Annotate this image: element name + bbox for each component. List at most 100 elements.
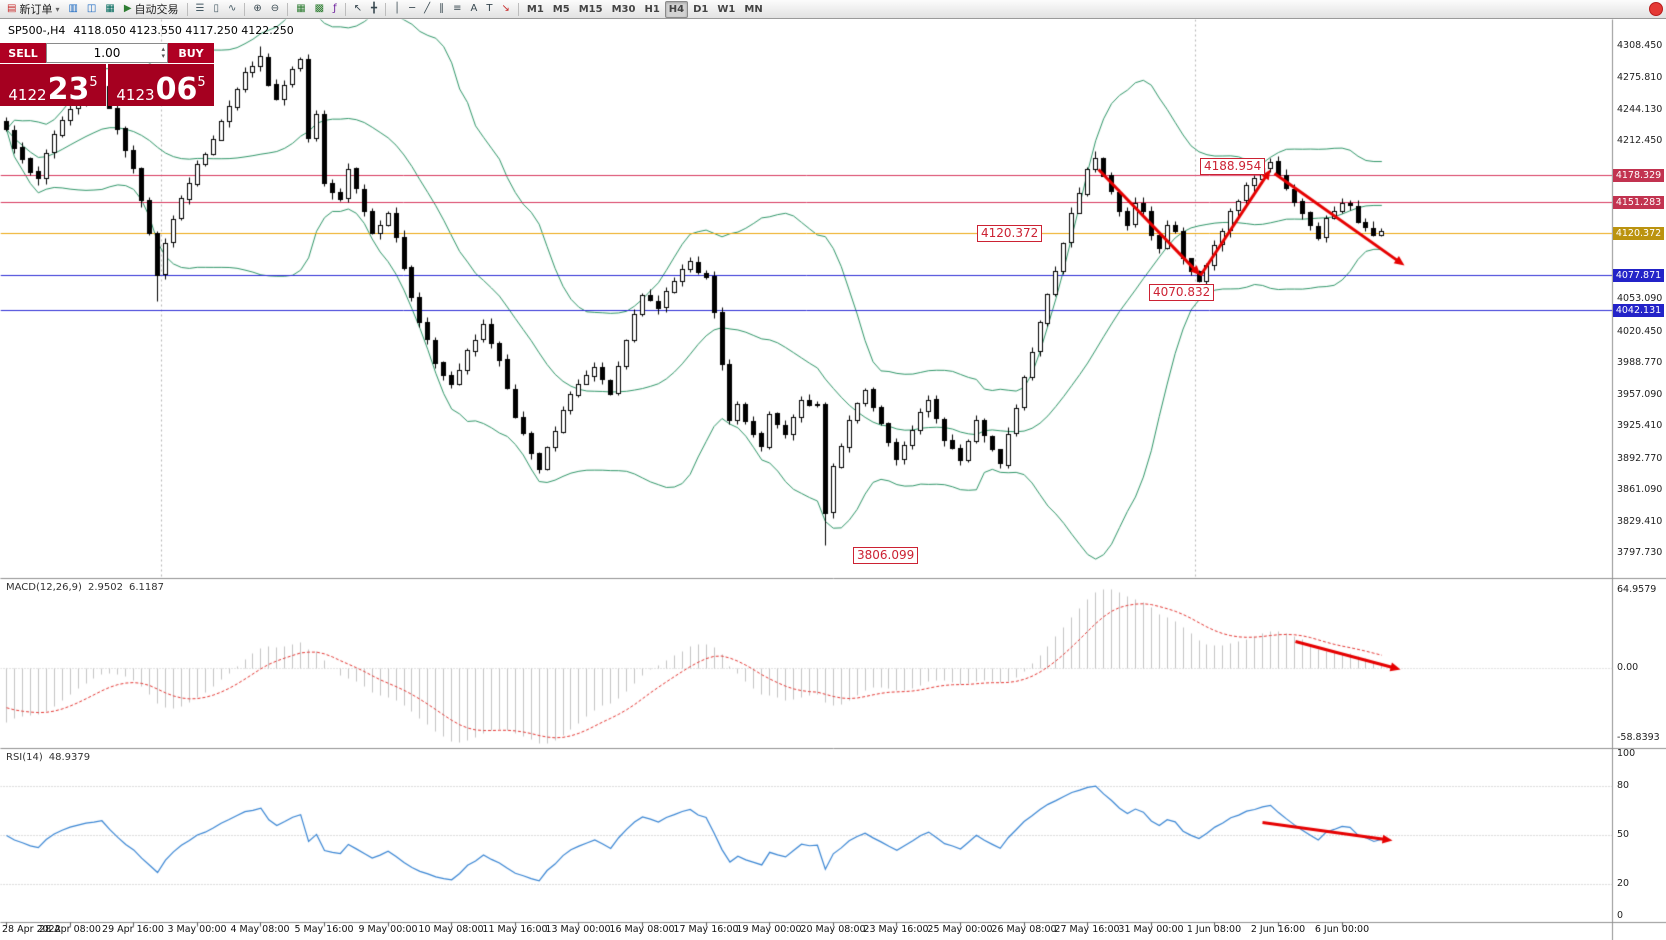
lot-increase-button[interactable]: ▴ [161,45,165,53]
price-axis-tick: 3925.410 [1617,420,1663,431]
time-axis-label: 4 May 08:00 [230,924,290,935]
macd-value-signal: 6.1187 [128,582,164,593]
navigator-button[interactable]: ▦ [101,1,118,18]
crosshair-button[interactable]: ╋ [367,1,381,18]
time-axis-label: 5 May 16:00 [294,924,354,935]
timeframe-d1[interactable]: D1 [689,1,712,18]
toolbar-separator [186,2,188,16]
annotation-label-4120[interactable]: 4120.372 [977,225,1043,242]
sell-price-pip: 5 [89,75,98,90]
trendline-button[interactable]: ╱ [420,1,434,18]
zoom-out-button-icon: ⊖ [270,3,280,14]
main-chart-canvas[interactable] [0,19,1666,940]
time-axis-label: 1 Jun 08:00 [1186,924,1242,935]
price-axis-tick: 4275.810 [1617,72,1663,83]
arrow-tool-button[interactable]: ↘ [497,1,513,18]
macd-name: MACD(12,26,9) [6,582,82,593]
sell-price-button[interactable]: 4122 23 5 [0,64,106,106]
buy-button[interactable]: BUY [168,43,214,63]
timeframe-h1[interactable]: H1 [640,1,663,18]
annotation-label-4188[interactable]: 4188.954 [1200,158,1266,175]
cascade-windows-button[interactable]: ▩ [311,1,328,18]
buy-price-button[interactable]: 4123 06 5 [108,64,214,106]
tile-windows-button[interactable]: ▦ [292,1,309,18]
time-axis-label: 31 May 00:00 [1118,924,1184,935]
time-axis-label: 16 May 08:00 [609,924,675,935]
time-axis-label: 9 May 00:00 [358,924,418,935]
sell-price-main: 4122 [8,86,47,104]
lot-decrease-button[interactable]: ▾ [161,52,165,60]
timeframe-m1[interactable]: M1 [523,1,548,18]
macd-indicator-label: MACD(12,26,9) 2.9502 6.1187 [6,582,164,593]
one-click-trading-panel: SELL 1.00 ▴ ▾ BUY 4122 23 5 4123 06 5 [0,43,214,106]
time-axis-label: 29 Apr 16:00 [102,924,164,935]
timeframe-m30[interactable]: M30 [608,1,640,18]
price-axis-tick: 3957.090 [1617,389,1663,400]
annotation-label-4070[interactable]: 4070.832 [1149,284,1215,301]
price-axis-tick: 3892.770 [1617,453,1663,464]
price-axis-tick: 3797.730 [1617,547,1663,558]
rsi-axis-label: 0 [1617,910,1624,921]
macd-axis-label: 64.9579 [1617,584,1657,595]
timeframe-m5-label: M5 [552,3,570,15]
time-axis-label: 28 Apr 2022 [2,924,61,935]
rsi-axis-label: 100 [1617,748,1636,759]
pivot-line-4120-badge: 4120.372 [1613,227,1664,240]
time-axis-label: 27 May 16:00 [1054,924,1120,935]
lot-size-field[interactable]: 1.00 ▴ ▾ [46,43,168,63]
sell-button[interactable]: SELL [0,43,46,63]
macd-axis-label: 0.00 [1617,662,1639,673]
bar-chart-button[interactable]: ☰ [192,1,209,18]
time-axis-label: 26 May 08:00 [991,924,1057,935]
price-axis-tick: 4308.450 [1617,40,1663,51]
support-line-4077-badge: 4077.871 [1613,269,1664,282]
autotrading-button[interactable]: ▶ 自动交易 [120,1,183,18]
annotation-label-3806[interactable]: 3806.099 [853,547,919,564]
time-axis-label: 17 May 16:00 [673,924,739,935]
macd-axis-label: -58.8393 [1617,732,1660,743]
cascade-windows-button-icon: ▩ [314,3,325,14]
zoom-in-button[interactable]: ⊕ [249,1,265,18]
data-window-button[interactable]: ◫ [83,1,100,18]
market-watch-button[interactable]: ▥ [64,1,81,18]
channel-button[interactable]: ∥ [435,1,448,18]
support-line-4042-badge: 4042.131 [1613,304,1664,317]
price-axis-tick: 4020.450 [1617,326,1663,337]
vertical-line-button[interactable]: │ [390,1,404,18]
indicators-button[interactable]: ƒ [329,1,341,18]
bar-chart-button-icon: ☰ [195,3,205,14]
timeframe-h4[interactable]: H4 [664,0,689,18]
time-axis-label: 23 May 16:00 [863,924,929,935]
timeframe-m5[interactable]: M5 [549,1,574,18]
timeframe-m15-label: M15 [578,3,603,15]
time-axis-label: 13 May 00:00 [545,924,611,935]
vertical-line-button-icon: │ [394,3,401,14]
new-order-button[interactable]: ▤ 新订单 ▾ [3,1,63,18]
candlestick-chart-button[interactable]: ▯ [210,1,224,18]
label-button-icon: T [486,3,493,14]
timeframe-w1-label: W1 [717,3,736,15]
rsi-axis-label: 20 [1617,878,1630,889]
rsi-axis-label: 80 [1617,780,1630,791]
timeframe-w1[interactable]: W1 [713,1,739,18]
time-axis-label: 20 May 08:00 [800,924,866,935]
timeframe-mn[interactable]: MN [740,1,766,18]
timeframe-m15[interactable]: M15 [575,1,607,18]
toolbar-separator [244,2,246,16]
indicators-button-icon: ƒ [333,3,337,14]
time-axis-label: 11 May 16:00 [482,924,548,935]
label-button[interactable]: T [482,1,496,18]
time-axis-label: 6 Jun 00:00 [1314,924,1370,935]
cursor-button[interactable]: ↖ [350,1,366,18]
price-axis-tick: 4053.090 [1617,293,1663,304]
data-window-button-icon: ◫ [86,3,97,14]
text-button[interactable]: A [467,1,482,18]
fibonacci-button[interactable]: ≡ [449,1,465,18]
notification-badge[interactable] [1649,2,1663,16]
timeframe-h4-label: H4 [668,3,685,15]
line-chart-button[interactable]: ∿ [224,1,240,18]
zoom-out-button[interactable]: ⊖ [267,1,283,18]
autotrading-button-icon: ▶ [123,3,132,14]
horizontal-line-button[interactable]: ─ [405,1,419,18]
resistance-line-4178-badge: 4178.329 [1613,169,1664,182]
